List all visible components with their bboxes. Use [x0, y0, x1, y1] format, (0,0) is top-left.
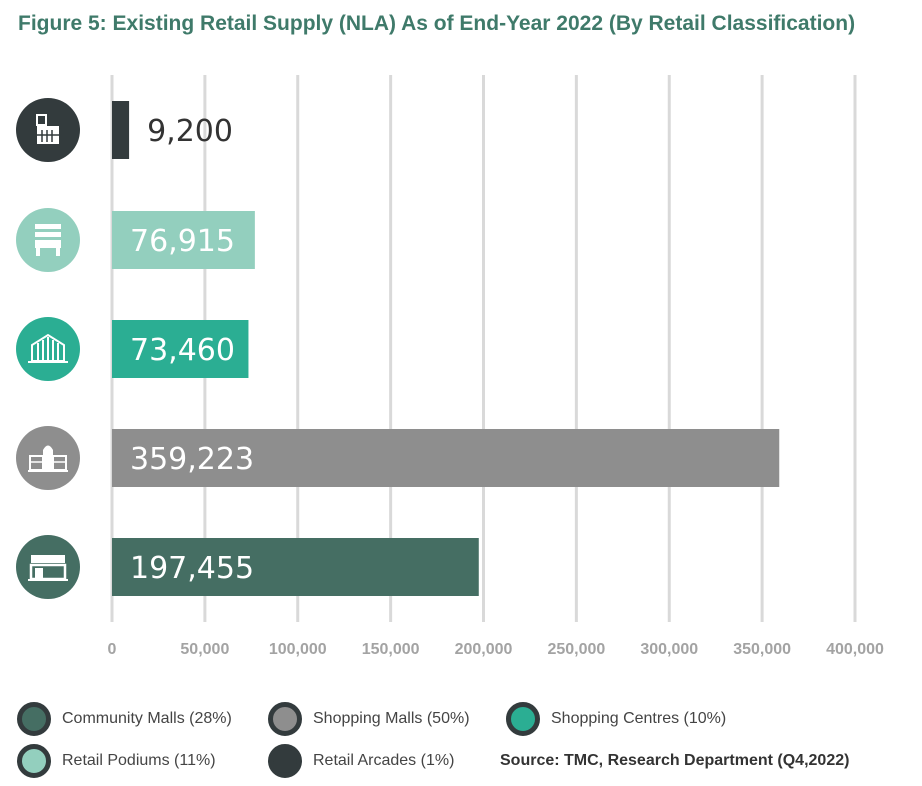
- x-tick-label: 400,000: [826, 641, 884, 658]
- x-tick-label: 150,000: [362, 641, 420, 658]
- x-tick-label: 50,000: [180, 641, 229, 658]
- bar-value-label: 359,223: [130, 442, 254, 477]
- x-tick-label: 250,000: [547, 641, 605, 658]
- bar-retail-arcades: [112, 101, 130, 159]
- x-tick-label: 350,000: [733, 641, 791, 658]
- shopping-mall-icon: [16, 426, 80, 490]
- chart-title: Figure 5: Existing Retail Supply (NLA) A…: [18, 12, 856, 35]
- legend-label: Retail Podiums (11%): [62, 752, 216, 769]
- x-tick-label: 100,000: [269, 641, 327, 658]
- legend-swatch: [17, 702, 51, 736]
- bar-value-label: 73,460: [130, 333, 235, 368]
- community-mall-icon: [16, 535, 80, 599]
- legend-label: Retail Arcades (1%): [313, 752, 455, 769]
- bar-shopping-malls: [112, 429, 780, 487]
- bar-value-label: 9,200: [147, 114, 233, 149]
- legend-label: Shopping Malls (50%): [313, 710, 470, 727]
- legend-swatch: [506, 702, 540, 736]
- bar-chart: 9,200 76,915 73,460 359,223 197,455 0 50,000 1…: [108, 75, 884, 658]
- legend-label: Community Malls (28%): [62, 710, 232, 727]
- shopping-centre-icon: [16, 317, 80, 381]
- x-tick-label: 0: [108, 641, 117, 658]
- legend-swatch: [268, 744, 302, 778]
- bar-retail-podiums: [112, 211, 255, 269]
- retail-arcade-icon: [16, 98, 80, 162]
- bar-community-malls: [112, 538, 479, 596]
- x-tick-label: 200,000: [455, 641, 513, 658]
- bar-value-label: 197,455: [130, 551, 254, 586]
- legend-swatch: [17, 744, 51, 778]
- legend-swatch: [268, 702, 302, 736]
- bar-value-label: 76,915: [130, 224, 235, 259]
- source-note: Source: TMC, Research Department (Q4,202…: [500, 752, 850, 769]
- legend-label: Shopping Centres (10%): [551, 710, 727, 727]
- x-tick-label: 300,000: [640, 641, 698, 658]
- retail-podium-icon: [16, 208, 80, 272]
- bar-shopping-centres: [112, 320, 249, 378]
